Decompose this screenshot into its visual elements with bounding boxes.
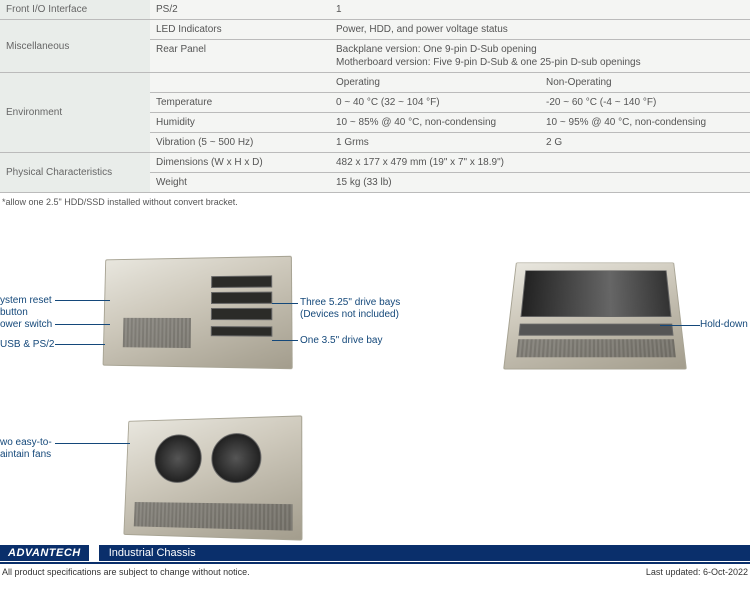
footer-category: Industrial Chassis xyxy=(99,545,750,561)
value-cell: Non-Operating xyxy=(540,73,750,93)
value-cell: Operating xyxy=(330,73,540,93)
callout-usb: USB & PS/2 xyxy=(0,339,54,351)
label-cell: PS/2 xyxy=(150,0,330,20)
callout-fans: wo easy-to- aintain fans xyxy=(0,437,52,461)
value-cell: Backplane version: One 9-pin D-Sub openi… xyxy=(330,40,750,73)
value-cell: 0 ~ 40 °C (32 ~ 104 °F) xyxy=(330,93,540,113)
label-cell: Humidity xyxy=(150,113,330,133)
brand-logo: ADVANTECH xyxy=(0,545,89,561)
callout-525-bays: Three 5.25" drive bays (Devices not incl… xyxy=(300,297,400,321)
table-row: MiscellaneousLED IndicatorsPower, HDD, a… xyxy=(0,20,750,40)
label-cell: Temperature xyxy=(150,93,330,113)
label-cell xyxy=(150,73,330,93)
callout-line xyxy=(55,443,130,444)
callout-line xyxy=(55,344,105,345)
table-row: Physical CharacteristicsDimensions (W x … xyxy=(0,153,750,173)
cat-cell: Front I/O Interface xyxy=(0,0,150,20)
table-row: Front I/O InterfacePS/21 xyxy=(0,0,750,20)
label-cell: LED Indicators xyxy=(150,20,330,40)
value-cell: 10 ~ 85% @ 40 °C, non-condensing xyxy=(330,113,540,133)
callout-reset: ystem reset button xyxy=(0,295,52,319)
top-chassis-image xyxy=(503,262,687,369)
front-chassis-image xyxy=(103,256,293,369)
label-cell: Vibration (5 ~ 500 Hz) xyxy=(150,133,330,153)
table-footnote: *allow one 2.5" HDD/SSD installed withou… xyxy=(0,193,750,207)
label-cell: Weight xyxy=(150,173,330,193)
callout-holddown: Hold-down cl xyxy=(700,319,750,331)
value-cell: 1 xyxy=(330,0,750,20)
cat-cell: Environment xyxy=(0,73,150,153)
label-cell: Rear Panel xyxy=(150,40,330,73)
value-cell: -20 ~ 60 °C (-4 ~ 140 °F) xyxy=(540,93,750,113)
callout-power: ower switch xyxy=(0,319,52,331)
cat-cell: Miscellaneous xyxy=(0,20,150,73)
spec-table: Front I/O InterfacePS/21 MiscellaneousLE… xyxy=(0,0,750,193)
value-cell: 2 G xyxy=(540,133,750,153)
cat-cell: Physical Characteristics xyxy=(0,153,150,193)
value-cell: 1 Grms xyxy=(330,133,540,153)
value-cell: 10 ~ 95% @ 40 °C, non-condensing xyxy=(540,113,750,133)
callout-35-bay: One 3.5" drive bay xyxy=(300,335,383,347)
product-images-area: ystem reset button ower switch USB & PS/… xyxy=(0,237,750,577)
callout-line xyxy=(272,303,298,304)
callout-line xyxy=(272,340,298,341)
footer-disclaimer: All product specifications are subject t… xyxy=(2,567,250,577)
footer-updated: Last updated: 6-Oct-2022 xyxy=(646,567,748,577)
value-cell: 482 x 177 x 479 mm (19" x 7" x 18.9") xyxy=(330,153,750,173)
label-cell: Dimensions (W x H x D) xyxy=(150,153,330,173)
table-row: EnvironmentOperatingNon-Operating xyxy=(0,73,750,93)
value-cell: 15 kg (33 lb) xyxy=(330,173,750,193)
fan-chassis-image xyxy=(123,415,302,540)
value-cell: Power, HDD, and power voltage status xyxy=(330,20,750,40)
callout-line xyxy=(660,325,700,326)
callout-line xyxy=(55,324,110,325)
page-footer: ADVANTECH Industrial Chassis All product… xyxy=(0,545,750,577)
callout-line xyxy=(55,300,110,301)
